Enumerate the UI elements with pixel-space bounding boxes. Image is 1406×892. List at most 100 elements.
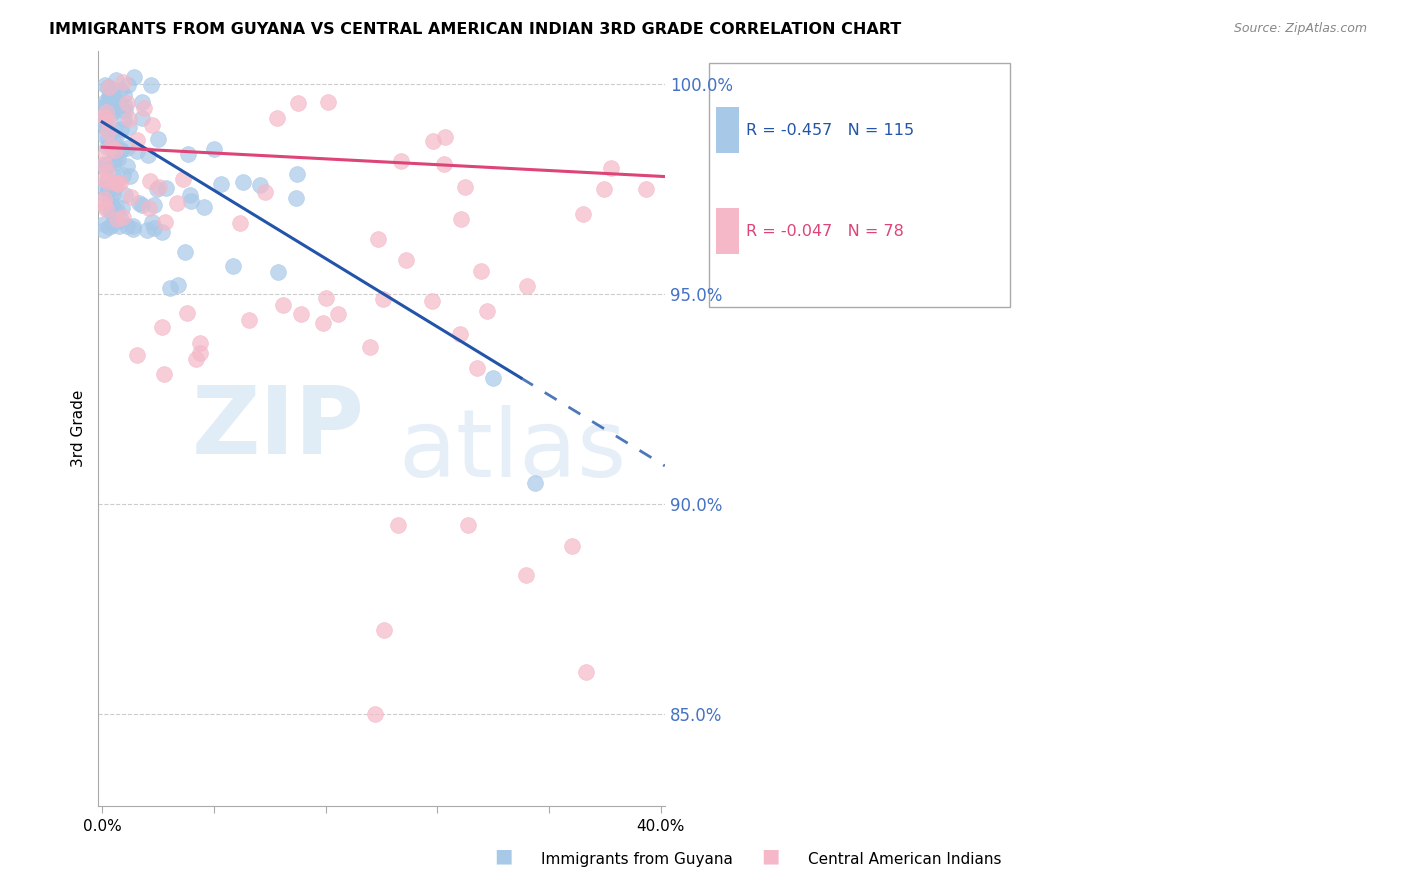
Point [139,174,162,188]
Point [148,132,170,146]
Point [232,175,254,189]
Point [387,517,409,532]
Point [107,177,129,191]
Point [103,100,125,114]
Point [221,260,243,274]
Point [450,211,472,226]
Point [104,180,127,194]
Point [159,281,181,295]
Point [312,316,335,330]
Point [290,307,312,321]
Text: atlas: atlas [398,405,627,497]
Point [118,169,141,183]
Point [150,319,173,334]
Point [131,198,153,212]
Point [142,198,165,212]
Point [96,96,118,111]
Point [136,223,159,237]
Point [103,89,125,103]
Point [101,83,124,97]
Point [97,181,120,195]
Point [100,93,122,107]
Point [112,112,135,127]
Point [179,188,201,202]
Point [98,87,121,102]
Point [315,291,337,305]
Text: Central American Indians: Central American Indians [808,852,1002,867]
Point [93,192,115,206]
Point [111,168,134,182]
Point [101,198,124,212]
Point [97,80,120,95]
Point [371,292,394,306]
Text: Source: ZipAtlas.com: Source: ZipAtlas.com [1233,22,1367,36]
Point [395,253,418,268]
FancyBboxPatch shape [717,107,738,153]
Point [101,103,124,117]
Point [94,202,117,216]
Point [202,142,225,156]
Point [98,91,121,105]
Point [561,539,583,553]
Point [285,167,308,181]
Point [229,216,252,230]
Point [172,172,194,186]
Point [108,83,131,97]
Point [389,154,412,169]
Point [122,70,145,84]
Text: IMMIGRANTS FROM GUYANA VS CENTRAL AMERICAN INDIAN 3RD GRADE CORRELATION CHART: IMMIGRANTS FROM GUYANA VS CENTRAL AMERIC… [49,22,901,37]
Y-axis label: 3rd Grade: 3rd Grade [72,390,86,467]
Point [112,75,135,89]
Point [186,351,208,366]
Point [253,186,276,200]
Point [93,172,115,186]
Point [112,88,135,103]
Point [96,201,118,215]
Point [97,182,120,196]
Point [145,182,167,196]
Point [141,118,163,132]
Point [316,95,339,110]
Point [127,348,149,362]
Point [94,120,117,135]
Point [96,146,118,161]
Point [97,80,120,95]
Point [177,146,200,161]
Point [103,121,125,136]
Point [249,178,271,192]
Point [93,159,115,173]
Point [422,134,444,148]
Point [104,214,127,228]
Point [176,306,198,320]
Point [101,203,124,218]
Point [373,623,395,637]
Text: Immigrants from Guyana: Immigrants from Guyana [541,852,733,867]
Point [266,111,288,125]
Point [108,176,131,190]
Point [267,265,290,279]
FancyBboxPatch shape [710,63,1010,307]
Point [98,88,121,103]
Point [93,116,115,130]
Point [477,304,499,318]
Point [110,121,132,136]
Point [120,190,142,204]
Point [93,100,115,114]
Point [97,220,120,235]
Point [188,335,211,350]
Point [100,98,122,112]
Point [93,110,115,124]
Point [190,345,212,359]
Point [132,101,155,115]
Point [93,129,115,144]
Point [634,182,657,196]
Point [100,198,122,212]
Point [93,217,115,231]
Point [101,218,124,232]
Point [118,120,141,134]
Point [97,113,120,128]
Point [420,294,443,309]
Point [104,213,127,227]
Point [131,95,153,110]
Point [326,307,349,321]
